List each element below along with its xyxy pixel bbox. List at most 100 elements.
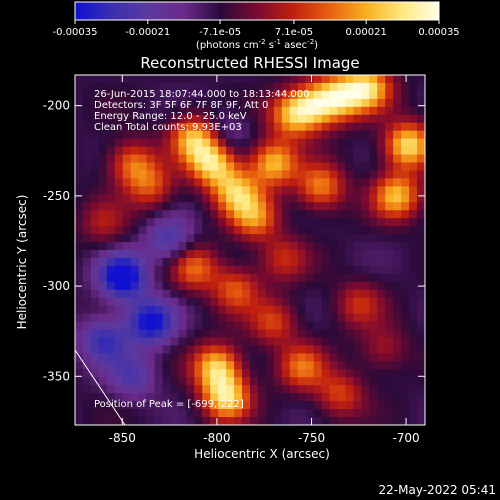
heatmap-cell	[353, 321, 362, 330]
heatmap-cell	[385, 202, 394, 211]
heatmap-cell	[122, 337, 132, 346]
heatmap-cell	[361, 82, 370, 92]
heatmap-cell	[250, 234, 259, 243]
heatmap-cell	[226, 75, 235, 84]
heatmap-cell	[226, 409, 235, 418]
heatmap-cell	[162, 305, 171, 315]
heatmap-cell	[98, 178, 108, 187]
heatmap-cell	[401, 345, 410, 354]
heatmap-cell	[130, 313, 140, 322]
heatmap-cell	[257, 218, 267, 227]
heatmap-cell	[186, 409, 195, 418]
heatmap-cell	[226, 265, 235, 275]
heatmap-cell	[162, 75, 171, 84]
heatmap-cell	[98, 242, 108, 251]
heatmap-cell	[401, 162, 410, 171]
heatmap-cell	[154, 82, 163, 92]
heatmap-cell	[353, 106, 362, 116]
heatmap-cell	[138, 75, 147, 84]
heatmap-cell	[345, 98, 354, 108]
heatmap-cell	[409, 202, 418, 211]
heatmap-cell	[393, 122, 402, 132]
heatmap-cell	[409, 226, 418, 235]
heatmap-cell	[385, 345, 394, 354]
heatmap-cell	[106, 114, 116, 124]
heatmap-cell	[417, 305, 425, 315]
heatmap-cell	[138, 162, 147, 171]
heatmap-cell	[345, 361, 354, 370]
colorbar-unit-label: (photons cm-2 s-1 asec-2)	[196, 38, 318, 51]
heatmap-cell	[170, 178, 179, 187]
heatmap-cell	[409, 170, 418, 179]
heatmap-cell	[401, 417, 410, 425]
heatmap-cell	[345, 353, 354, 362]
heatmap-cell	[409, 122, 418, 132]
heatmap-image	[75, 75, 425, 425]
heatmap-cell	[377, 281, 386, 291]
heatmap-cell	[130, 202, 140, 211]
heatmap-cell	[250, 409, 259, 418]
heatmap-cell	[289, 321, 299, 330]
heatmap-cell	[82, 194, 92, 203]
heatmap-cell	[289, 385, 299, 394]
heatmap-cell	[385, 234, 394, 243]
heatmap-cell	[122, 98, 132, 108]
heatmap-cell	[329, 210, 338, 219]
heatmap-cell	[130, 75, 140, 84]
heatmap-cell	[162, 257, 171, 267]
heatmap-cell	[98, 377, 108, 386]
heatmap-cell	[226, 202, 235, 211]
heatmap-cell	[313, 417, 322, 425]
heatmap-cell	[329, 250, 338, 259]
heatmap-cell	[170, 138, 179, 147]
heatmap-cell	[265, 417, 275, 425]
heatmap-cell	[218, 194, 227, 203]
heatmap-cell	[106, 170, 116, 179]
heatmap-cell	[90, 417, 100, 425]
heatmap-cell	[114, 210, 124, 219]
heatmap-cell	[202, 401, 211, 410]
heatmap-cell	[377, 122, 386, 132]
heatmap-cell	[265, 313, 275, 322]
heatmap-cell	[242, 250, 251, 259]
heatmap-cell	[361, 146, 370, 155]
heatmap-cell	[385, 369, 394, 378]
heatmap-cell	[194, 329, 203, 338]
heatmap-cell	[273, 122, 283, 132]
heatmap-cell	[210, 273, 219, 283]
heatmap-cell	[321, 281, 330, 291]
heatmap-cell	[170, 194, 179, 203]
heatmap-cell	[98, 281, 108, 291]
heatmap-cell	[114, 305, 124, 315]
heatmap-cell	[218, 218, 227, 227]
heatmap-cell	[337, 210, 346, 219]
heatmap-cell	[146, 393, 155, 402]
heatmap-cell	[226, 146, 235, 155]
heatmap-cell	[265, 194, 275, 203]
heatmap-cell	[273, 361, 283, 370]
heatmap-cell	[257, 210, 267, 219]
heatmap-cell	[329, 377, 338, 386]
heatmap-cell	[234, 250, 243, 259]
heatmap-cell	[218, 297, 227, 307]
heatmap-cell	[218, 337, 227, 346]
heatmap-cell	[82, 329, 92, 338]
heatmap-cell	[337, 273, 346, 283]
heatmap-cell	[194, 273, 203, 283]
heatmap-cell	[114, 353, 124, 362]
heatmap-cell	[409, 345, 418, 354]
heatmap-cell	[401, 170, 410, 179]
heatmap-cell	[162, 321, 171, 330]
heatmap-cell	[329, 313, 338, 322]
heatmap-cell	[401, 130, 410, 140]
heatmap-cell	[154, 90, 163, 100]
heatmap-cell	[210, 202, 219, 211]
heatmap-cell	[162, 154, 171, 163]
heatmap-cell	[130, 146, 140, 155]
heatmap-cell	[162, 377, 171, 386]
heatmap-cell	[98, 170, 108, 179]
heatmap-cell	[345, 321, 354, 330]
heatmap-cell	[353, 305, 362, 315]
heatmap-cell	[377, 194, 386, 203]
heatmap-cell	[393, 170, 402, 179]
